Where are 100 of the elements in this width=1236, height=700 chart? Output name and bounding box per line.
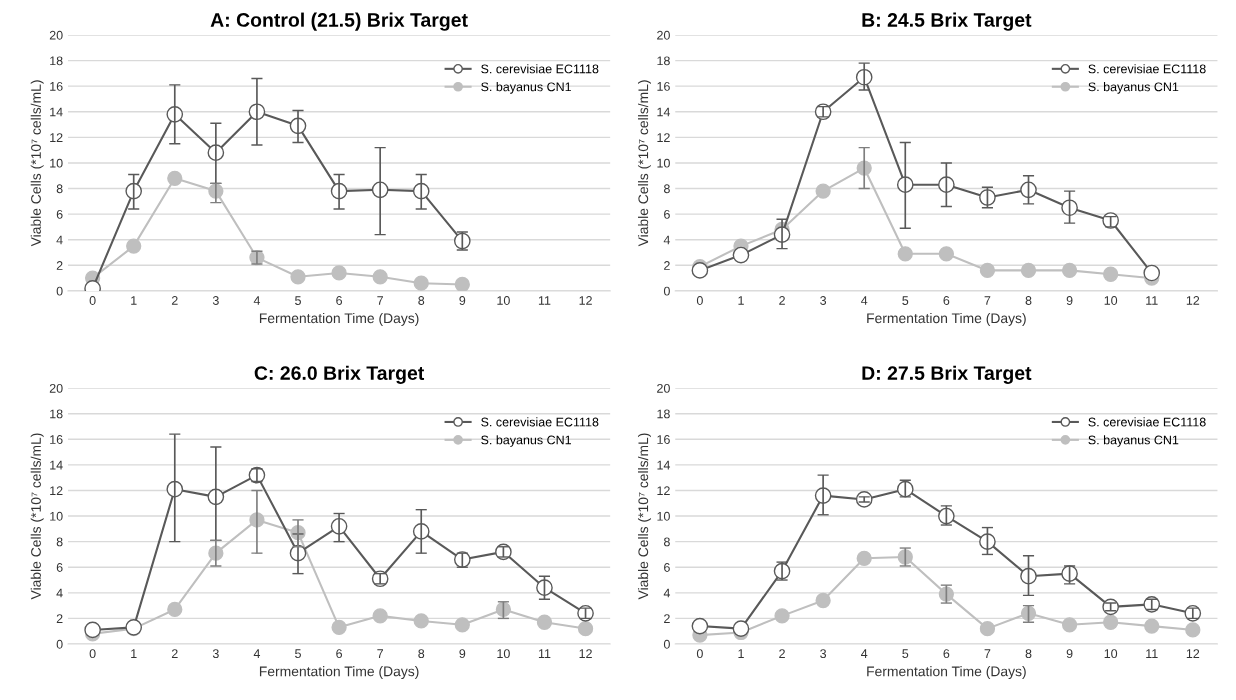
- x-tick-label: 6: [943, 296, 950, 305]
- point: [1061, 617, 1078, 633]
- point: [938, 176, 955, 194]
- x-tick-label: 12: [579, 649, 592, 658]
- x-tick-label: 9: [1066, 649, 1073, 659]
- y-tick-label: 20: [657, 383, 670, 393]
- x-tick-label: 9: [459, 649, 466, 659]
- y-tick-label: 12: [657, 486, 670, 495]
- point: [979, 262, 996, 279]
- point: [577, 621, 594, 637]
- point: [979, 621, 996, 637]
- x-tick-label: 6: [336, 296, 343, 305]
- x-tick-label: 7: [377, 649, 384, 658]
- point: [331, 619, 347, 636]
- x-tick-label: 2: [779, 296, 785, 305]
- y-tick-label: 6: [664, 563, 670, 572]
- x-tick-label: 6: [943, 649, 950, 659]
- x-tick-label: 7: [377, 296, 384, 305]
- legend-label: S. bayanus CN1: [481, 435, 571, 447]
- x-axis-title: Fermentation Time (Days): [259, 666, 419, 680]
- x-axis-title: Fermentation Time (Days): [867, 666, 1026, 680]
- y-tick-label: 10: [657, 511, 670, 521]
- chart-title: C: 26.0 Brix Target: [254, 365, 425, 384]
- chart-title: A: Control (21.5) Brix Target: [210, 12, 468, 31]
- point: [815, 592, 831, 609]
- y-axis-title: Viable Cells (*10⁷ cells/mL): [30, 433, 44, 600]
- y-tick-label: 10: [50, 511, 63, 521]
- point: [84, 621, 101, 639]
- x-tick-label: 5: [295, 649, 301, 659]
- point: [979, 533, 996, 550]
- y-tick-label: 16: [657, 81, 670, 91]
- point: [372, 608, 388, 624]
- point: [1061, 199, 1078, 217]
- point: [856, 550, 872, 566]
- y-tick-label: 0: [56, 639, 63, 649]
- x-tick-label: 1: [738, 296, 744, 305]
- y-tick-label: 18: [657, 409, 670, 419]
- x-tick-label: 7: [984, 649, 991, 658]
- point: [372, 269, 388, 285]
- y-tick-label: 14: [657, 107, 671, 117]
- y-tick-label: 4: [56, 588, 63, 598]
- x-tick-label: 4: [253, 649, 261, 658]
- point: [691, 617, 709, 635]
- point: [536, 579, 553, 597]
- y-tick-label: 18: [50, 56, 63, 66]
- x-tick-label: 5: [295, 296, 301, 305]
- x-tick-label: 11: [1146, 296, 1158, 305]
- legend-label: S. cerevisiae EC1118: [481, 64, 599, 74]
- y-tick-label: 14: [657, 460, 671, 470]
- legend-label: S. bayanus CN1: [1088, 82, 1179, 94]
- x-tick-label: 0: [89, 296, 96, 305]
- y-tick-label: 8: [56, 537, 63, 547]
- x-tick-label: 5: [902, 296, 909, 305]
- y-tick-label: 16: [657, 435, 670, 444]
- y-tick-label: 12: [657, 133, 670, 142]
- x-tick-label: 12: [1186, 649, 1200, 658]
- x-tick-label: 3: [212, 649, 219, 659]
- x-tick-label: 0: [696, 296, 703, 305]
- legend-label: S. cerevisiae EC1118: [481, 417, 599, 427]
- point: [536, 614, 553, 630]
- y-tick-label: 4: [663, 588, 671, 598]
- y-tick-label: 6: [56, 209, 63, 219]
- y-tick-label: 18: [50, 409, 63, 419]
- y-tick-label: 6: [664, 209, 670, 219]
- point: [938, 246, 954, 262]
- y-axis-title: Viable Cells (*10⁷ cells/mL): [30, 80, 44, 247]
- point: [290, 269, 306, 285]
- x-tick-label: 6: [336, 649, 343, 659]
- legend-label: S. bayanus CN1: [1088, 435, 1179, 447]
- x-tick-label: 3: [820, 649, 827, 659]
- y-tick-label: 4: [56, 235, 63, 245]
- y-tick-label: 2: [664, 261, 670, 270]
- x-tick-label: 11: [538, 649, 551, 658]
- legend-label: S. cerevisiae EC1118: [1088, 64, 1206, 74]
- legend-label: S. cerevisiae EC1118: [1088, 417, 1206, 427]
- x-tick-label: 11: [538, 296, 551, 305]
- y-tick-label: 14: [50, 460, 63, 470]
- x-tick-label: 4: [861, 296, 868, 305]
- x-tick-label: 8: [418, 296, 425, 305]
- x-tick-label: 10: [497, 649, 510, 659]
- point: [454, 276, 470, 291]
- y-tick-label: 8: [663, 184, 670, 194]
- legend-label: S. bayanus CN1: [481, 82, 571, 94]
- x-tick-label: 5: [902, 649, 909, 659]
- point: [331, 265, 347, 281]
- point: [413, 613, 429, 629]
- x-tick-label: 1: [738, 649, 744, 658]
- point: [454, 617, 470, 633]
- y-tick-label: 2: [56, 261, 63, 270]
- x-tick-label: 0: [89, 649, 96, 659]
- x-tick-label: 0: [696, 649, 703, 659]
- point: [1103, 266, 1119, 282]
- y-tick-label: 2: [56, 614, 63, 623]
- point: [1143, 264, 1161, 282]
- y-tick-label: 12: [50, 486, 63, 495]
- y-tick-label: 0: [663, 639, 670, 649]
- point: [167, 170, 183, 186]
- y-axis-title: Viable Cells (*10⁷ cells/mL): [637, 433, 651, 600]
- x-tick-label: 4: [253, 296, 261, 305]
- point: [1061, 262, 1078, 279]
